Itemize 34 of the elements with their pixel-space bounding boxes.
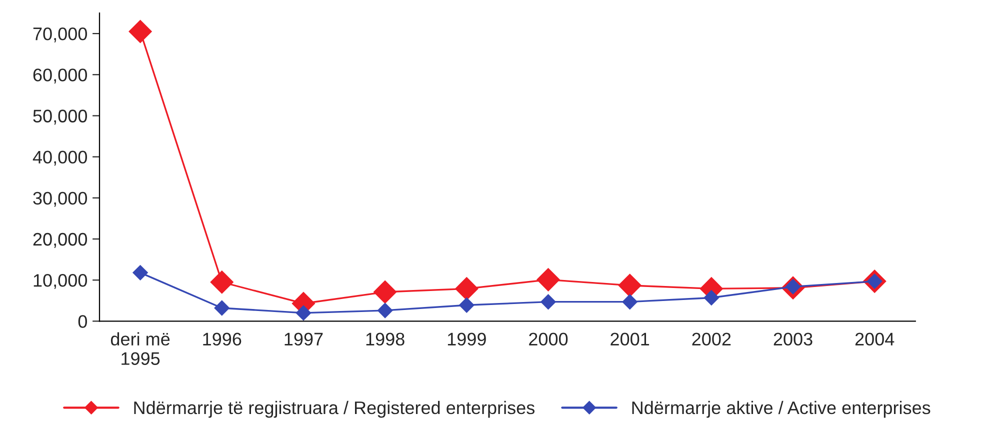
- x-tick-label: 1998: [366, 332, 404, 346]
- x-tick-label: 2000: [529, 332, 568, 346]
- y-tick-label: 50,000: [33, 110, 87, 125]
- point: [622, 294, 638, 310]
- point: [296, 305, 312, 321]
- y-tick-label: 30,000: [33, 192, 87, 207]
- point: [128, 20, 152, 44]
- legend-label: Ndërmarrje të regjistruara / Registered enterprises: [134, 400, 535, 418]
- x-tick-label: 1997: [284, 332, 323, 346]
- point: [704, 290, 719, 306]
- point: [210, 270, 234, 294]
- point: [374, 280, 397, 304]
- x-tick-label: 2003: [774, 332, 812, 346]
- y-tick-label: 70,000: [33, 27, 87, 42]
- point: [455, 277, 478, 300]
- y-tick-label: 20,000: [33, 232, 87, 248]
- y-tick-label: 60,000: [33, 68, 87, 84]
- y-tick-label: 0: [78, 315, 87, 328]
- point: [214, 300, 230, 316]
- x-tick-label: 1996: [203, 332, 242, 346]
- x-tick-label: 2004: [855, 332, 894, 346]
- x-tick-label: 1999: [448, 332, 486, 346]
- legend-label: Ndërmarrje aktive / Active enterprises: [632, 400, 930, 418]
- y-tick-label: 10,000: [34, 274, 87, 289]
- x-tick-label: 2002: [692, 332, 731, 346]
- point: [377, 302, 393, 318]
- point: [459, 298, 474, 313]
- point: [132, 265, 148, 280]
- x-tick-label: 2001: [610, 332, 650, 346]
- point: [540, 294, 556, 310]
- point: [536, 268, 560, 292]
- point: [618, 274, 642, 297]
- x-tick-label: deri më 1995: [110, 332, 170, 365]
- y-tick-label: 40,000: [32, 150, 87, 166]
